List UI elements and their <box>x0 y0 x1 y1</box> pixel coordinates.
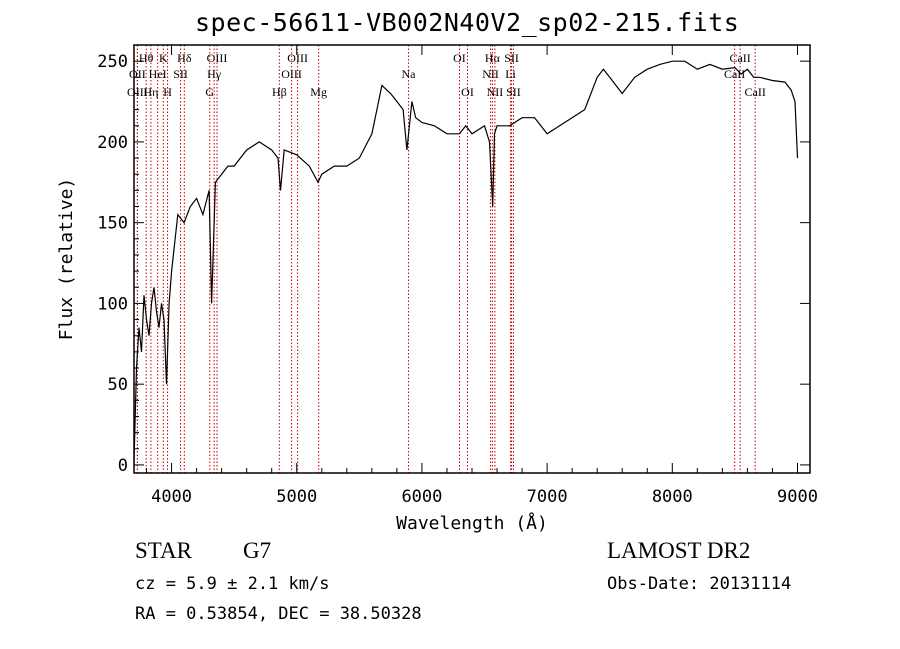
x-axis-ticks: 4000 5000 6000 7000 8000 9000 <box>146 45 818 507</box>
object-subclass: G7 <box>243 538 272 563</box>
y-tick-label-0: 0 <box>118 456 128 476</box>
x-tick-label-0: 4000 <box>151 487 192 507</box>
line-marker-label-4: HeI <box>149 67 167 81</box>
line-marker-label-7: H <box>163 85 172 99</box>
x-tick-label-4: 8000 <box>652 487 693 507</box>
line-marker-label-21: NII <box>482 67 499 81</box>
line-marker-group <box>136 45 756 473</box>
line-marker-label-8: Hδ <box>177 51 192 65</box>
chart-title: spec-56611-VB002N40V2_sp02-215.fits <box>195 8 740 37</box>
line-marker-label-18: OI <box>461 85 474 99</box>
line-marker-label-23: NII <box>487 85 504 99</box>
line-marker-label-9: OIII <box>207 51 228 65</box>
x-tick-label-3: 7000 <box>527 487 568 507</box>
line-marker-label-26: CaII <box>724 67 745 81</box>
line-marker-label-2: OIII <box>127 85 148 99</box>
object-class: STAR <box>135 538 192 563</box>
line-marker-label-10: Hγ <box>207 67 222 81</box>
line-marker-label-5: Hη <box>143 85 158 99</box>
plot-frame <box>133 44 811 474</box>
x-tick-label-2: 6000 <box>401 487 442 507</box>
line-marker-label-14: OIII <box>281 67 302 81</box>
y-axis-ticks: 0 50 100 150 200 250 <box>97 52 810 476</box>
y-tick-label-2: 100 <box>97 294 128 314</box>
y-tick-label-3: 150 <box>97 214 128 234</box>
obs-date: Obs-Date: 20131114 <box>607 574 792 594</box>
line-marker-label-13: OIII <box>287 51 308 65</box>
line-marker-label-15: Mg <box>310 85 327 99</box>
line-marker-label-20: SII <box>504 51 519 65</box>
line-marker-label-12: Hβ <box>272 85 287 99</box>
x-tick-label-5: 9000 <box>777 487 818 507</box>
y-tick-label-1: 50 <box>108 375 128 395</box>
line-marker-label-19: Hα <box>485 51 501 65</box>
line-marker-label-11: G <box>205 85 214 99</box>
spectrum-line <box>133 60 799 462</box>
coordinates: RA = 0.53854, DEC = 38.50328 <box>135 604 422 624</box>
line-marker-label-24: SII <box>506 85 521 99</box>
line-marker-label-25: CaII <box>729 51 750 65</box>
line-marker-label-22: Li <box>505 67 516 81</box>
line-marker-label-3: K <box>159 51 168 65</box>
y-tick-label-5: 250 <box>97 52 128 72</box>
survey-name: LAMOST DR2 <box>607 538 751 563</box>
line-marker-label-16: Na <box>402 67 417 81</box>
redshift-readout: cz = 5.9 ± 2.1 km/s <box>135 574 330 594</box>
line-marker-label-1: OII <box>129 67 146 81</box>
x-axis-label: Wavelength (Å) <box>396 512 548 534</box>
line-marker-label-17: OI <box>453 51 466 65</box>
line-marker-label-27: CaII <box>745 85 766 99</box>
y-tick-label-4: 200 <box>97 133 128 153</box>
x-tick-label-1: 5000 <box>276 487 317 507</box>
y-axis-label: Flux (relative) <box>56 178 77 341</box>
line-marker-label-6: SII <box>173 67 188 81</box>
line-marker-label-0: Hθ <box>139 51 154 65</box>
